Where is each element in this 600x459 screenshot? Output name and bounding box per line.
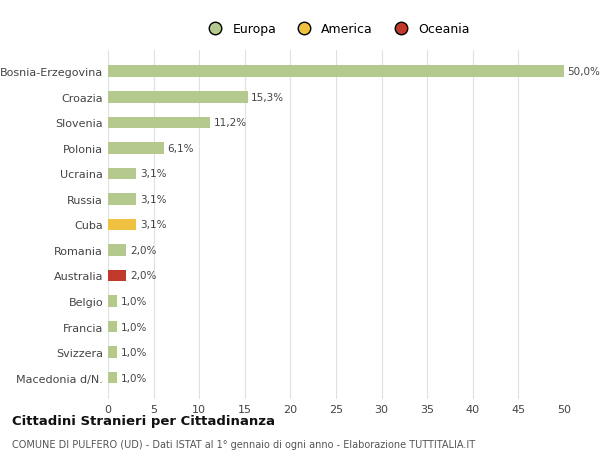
Text: COMUNE DI PULFERO (UD) - Dati ISTAT al 1° gennaio di ogni anno - Elaborazione TU: COMUNE DI PULFERO (UD) - Dati ISTAT al 1… [12, 440, 475, 449]
Bar [108, 67, 564, 78]
Bar [108, 168, 136, 179]
Text: 11,2%: 11,2% [214, 118, 247, 128]
Bar [108, 194, 136, 205]
Bar [108, 270, 126, 281]
Text: 1,0%: 1,0% [121, 297, 147, 306]
Text: 1,0%: 1,0% [121, 322, 147, 332]
Text: Cittadini Stranieri per Cittadinanza: Cittadini Stranieri per Cittadinanza [12, 414, 275, 428]
Text: 1,0%: 1,0% [121, 373, 147, 383]
Bar [108, 92, 248, 103]
Text: 3,1%: 3,1% [140, 169, 166, 179]
Bar [108, 372, 117, 383]
Bar [108, 219, 136, 230]
Text: 1,0%: 1,0% [121, 347, 147, 357]
Text: 3,1%: 3,1% [140, 195, 166, 204]
Bar [108, 296, 117, 307]
Bar [108, 118, 210, 129]
Text: 50,0%: 50,0% [568, 67, 600, 77]
Text: 6,1%: 6,1% [167, 144, 194, 153]
Bar [108, 143, 164, 154]
Text: 2,0%: 2,0% [130, 246, 156, 255]
Bar [108, 347, 117, 358]
Text: 2,0%: 2,0% [130, 271, 156, 281]
Text: 3,1%: 3,1% [140, 220, 166, 230]
Text: 15,3%: 15,3% [251, 93, 284, 102]
Bar [108, 321, 117, 332]
Bar [108, 245, 126, 256]
Legend: Europa, America, Oceania: Europa, America, Oceania [197, 18, 475, 41]
